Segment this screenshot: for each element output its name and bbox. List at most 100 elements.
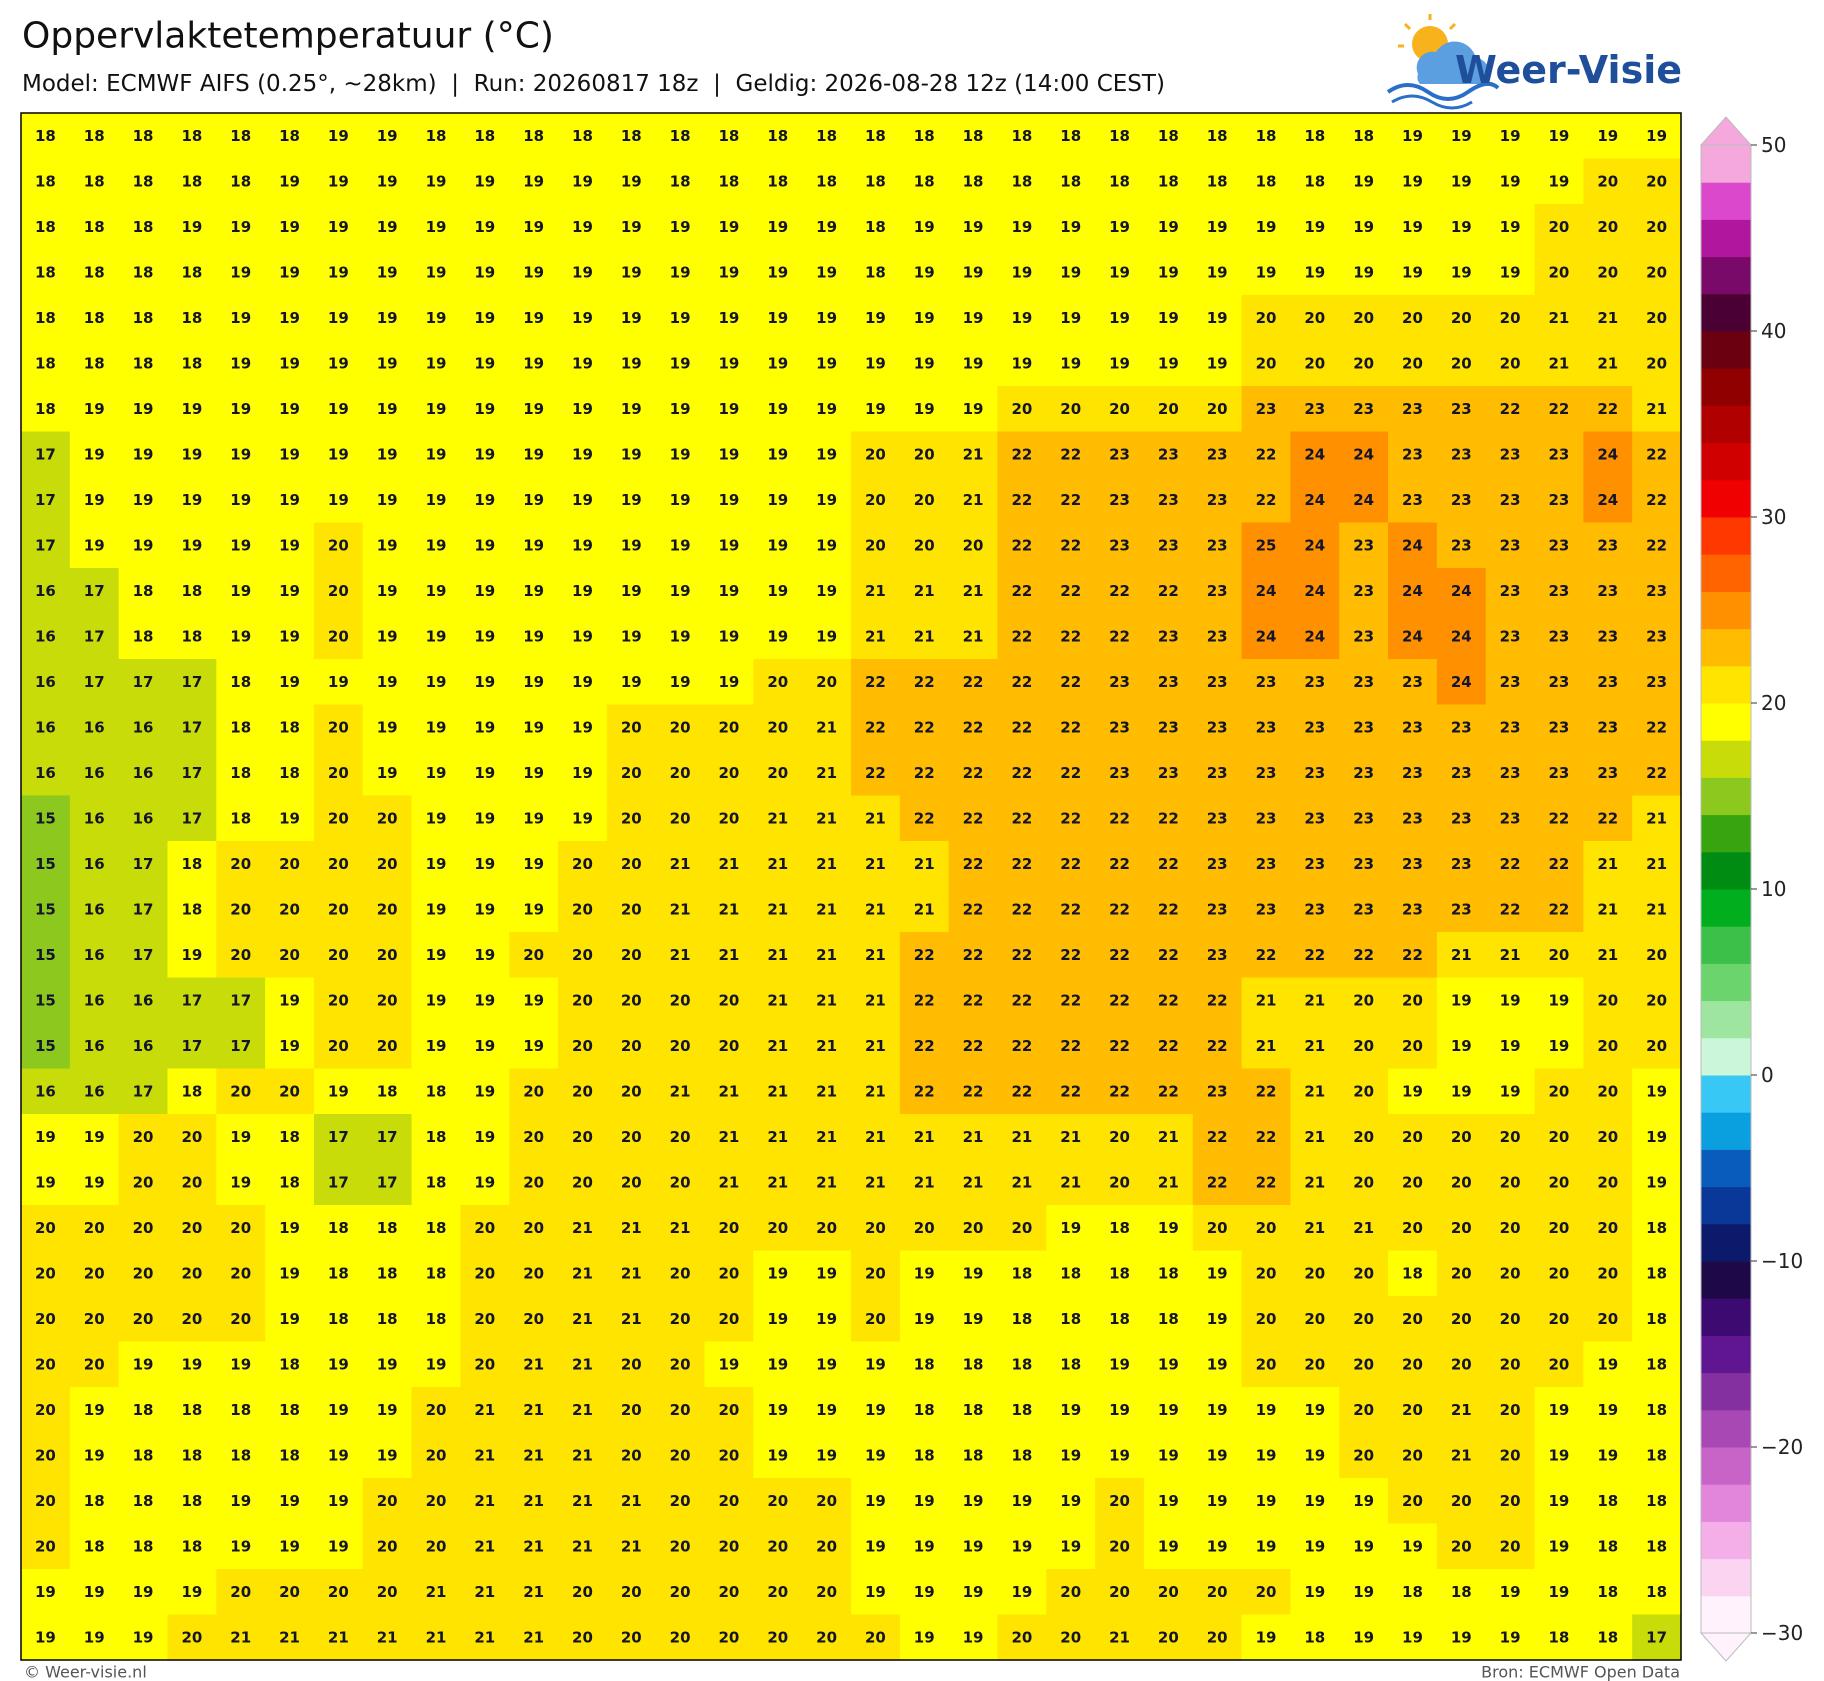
temperature-label: 20 — [1353, 1128, 1374, 1146]
temperature-cell — [704, 1341, 754, 1388]
temperature-cell — [802, 1523, 852, 1570]
temperature-label: 19 — [328, 445, 349, 463]
temperature-cell — [411, 1569, 462, 1616]
temperature-cell — [899, 249, 950, 296]
temperature-cell — [313, 204, 364, 251]
temperature-cell — [558, 977, 608, 1024]
temperature-cell — [362, 113, 413, 160]
temperature-cell — [216, 1569, 266, 1616]
temperature-cell — [1192, 1341, 1243, 1388]
temperature-cell — [411, 1205, 462, 1252]
temperature-cell — [753, 886, 803, 933]
temperature-cell — [802, 431, 852, 478]
temperature-cell — [1241, 568, 1292, 615]
temperature-cell — [362, 1159, 413, 1206]
temperature-cell — [1143, 750, 1194, 797]
temperature-label: 19 — [1207, 1264, 1228, 1282]
temperature-cell — [1388, 249, 1438, 296]
temperature-label: 22 — [1207, 1128, 1228, 1146]
temperature-cell — [704, 1387, 754, 1434]
temperature-label: 20 — [621, 855, 642, 873]
temperature-label: 20 — [279, 900, 300, 918]
temperature-label: 18 — [181, 263, 202, 281]
temperature-label: 21 — [1304, 1037, 1325, 1055]
temperature-cell — [1290, 477, 1340, 524]
temperature-cell — [802, 795, 852, 842]
temperature-cell — [606, 386, 657, 433]
temperature-label: 21 — [1256, 991, 1277, 1009]
temperature-label: 19 — [426, 582, 447, 600]
temperature-cell — [1632, 750, 1682, 797]
temperature-label: 19 — [1207, 1355, 1228, 1373]
temperature-label: 22 — [1500, 855, 1521, 873]
temperature-label: 23 — [1304, 718, 1325, 736]
temperature-cell — [216, 249, 266, 296]
temperature-cell — [1632, 704, 1682, 751]
temperature-label: 21 — [719, 946, 740, 964]
temperature-cell — [1241, 750, 1292, 797]
temperature-label: 20 — [572, 1583, 593, 1601]
temperature-label: 18 — [1646, 1537, 1667, 1555]
temperature-cell — [69, 1614, 120, 1661]
temperature-cell — [1339, 1114, 1389, 1161]
temperature-cell — [460, 1114, 510, 1161]
temperature-label: 22 — [1158, 900, 1179, 918]
temperature-cell — [1339, 795, 1389, 842]
temperature-cell — [802, 1068, 852, 1115]
temperature-label: 19 — [621, 627, 642, 645]
temperature-label: 19 — [1353, 1537, 1374, 1555]
temperature-cell — [704, 932, 754, 979]
temperature-cell — [1436, 886, 1487, 933]
temperature-label: 21 — [572, 1401, 593, 1419]
temperature-cell — [606, 1205, 657, 1252]
temperature-cell — [216, 386, 266, 433]
temperature-cell — [313, 1205, 364, 1252]
temperature-cell — [21, 750, 71, 797]
temperature-cell — [1339, 568, 1389, 615]
temperature-label: 19 — [1060, 309, 1081, 327]
temperature-cell — [802, 841, 852, 888]
colorbar-bin — [1701, 554, 1751, 592]
temperature-label: 21 — [621, 1219, 642, 1237]
temperature-cell — [1485, 1478, 1536, 1525]
temperature-label: 19 — [767, 582, 788, 600]
temperature-label: 20 — [35, 1219, 56, 1237]
temperature-cell — [851, 431, 901, 478]
colorbar-extend-top — [1699, 116, 1753, 146]
temperature-label: 18 — [963, 172, 984, 190]
temperature-cell — [118, 977, 169, 1024]
temperature-cell — [118, 158, 169, 205]
temperature-cell — [21, 340, 71, 387]
temperature-cell — [1388, 1114, 1438, 1161]
temperature-label: 19 — [1500, 1082, 1521, 1100]
temperature-label: 20 — [328, 1037, 349, 1055]
temperature-cell — [69, 1159, 120, 1206]
temperature-cell — [362, 1478, 413, 1525]
temperature-cell — [1388, 795, 1438, 842]
temperature-label: 20 — [719, 764, 740, 782]
temperature-cell — [948, 204, 999, 251]
temperature-label: 19 — [1158, 1537, 1179, 1555]
temperature-label: 17 — [84, 582, 105, 600]
temperature-cell — [1388, 841, 1438, 888]
temperature-cell — [460, 1478, 510, 1525]
temperature-label: 20 — [865, 536, 886, 554]
temperature-label: 23 — [1451, 718, 1472, 736]
temperature-label: 19 — [328, 1082, 349, 1100]
temperature-label: 16 — [84, 1037, 105, 1055]
temperature-label: 20 — [670, 809, 691, 827]
temperature-label: 20 — [1451, 1128, 1472, 1146]
temperature-cell — [313, 1159, 364, 1206]
temperature-cell — [1388, 1296, 1438, 1343]
temperature-label: 22 — [1011, 536, 1032, 554]
temperature-label: 18 — [35, 127, 56, 145]
temperature-cell — [899, 1478, 950, 1525]
temperature-label: 18 — [1060, 1355, 1081, 1373]
temperature-cell — [558, 1250, 608, 1297]
temperature-label: 21 — [865, 1173, 886, 1191]
temperature-cell — [1436, 1023, 1487, 1070]
temperature-cell — [997, 386, 1047, 433]
temperature-cell — [362, 1569, 413, 1616]
